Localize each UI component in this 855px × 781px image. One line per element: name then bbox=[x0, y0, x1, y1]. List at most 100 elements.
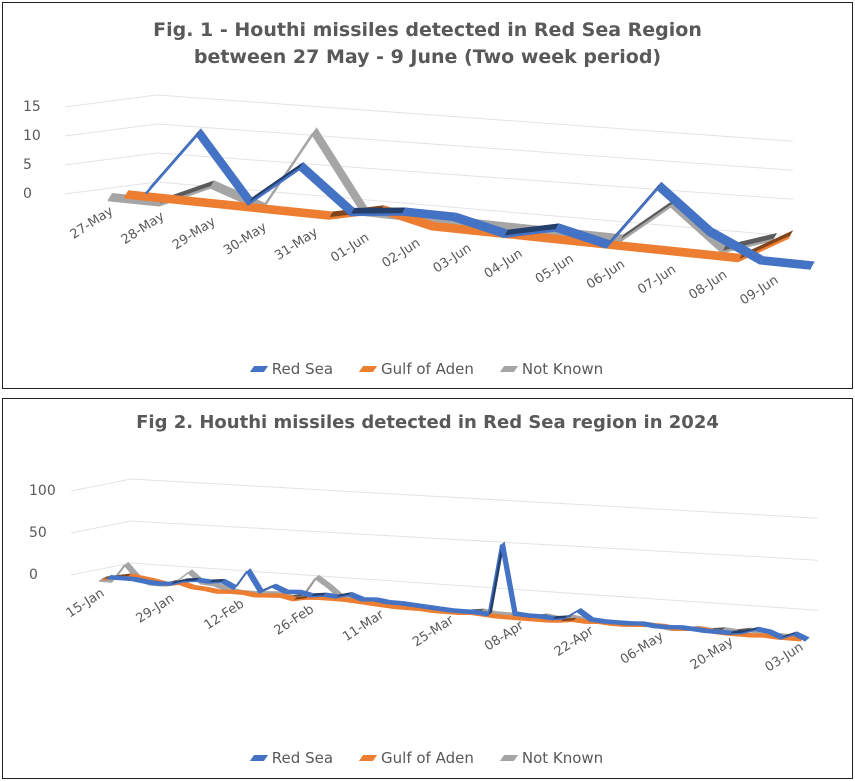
series-segment bbox=[708, 227, 764, 264]
legend-swatch bbox=[358, 366, 378, 372]
x-tick-label: 03-Jun bbox=[431, 241, 475, 277]
y-tick-label: 100 bbox=[29, 483, 56, 499]
chart-panel-fig2: Fig 2. Houthi missiles detected in Red S… bbox=[2, 398, 853, 779]
gridline bbox=[156, 123, 794, 171]
x-tick-label: 12-Feb bbox=[202, 597, 247, 634]
series-segment bbox=[533, 232, 589, 246]
chart-panel-fig1: Fig. 1 - Houthi missiles detected in Red… bbox=[2, 2, 853, 389]
x-tick-label: 06-May bbox=[618, 629, 667, 668]
chart-legend: Red Sea Gulf of Aden Not Known bbox=[3, 749, 852, 767]
series-segment bbox=[640, 621, 658, 628]
series-segment bbox=[360, 597, 378, 601]
chart-title: Fig. 1 - Houthi missiles detected in Red… bbox=[3, 17, 852, 71]
series-red-sea bbox=[106, 541, 810, 642]
legend-item: Red Sea bbox=[249, 360, 333, 378]
series-segment bbox=[312, 127, 368, 215]
series-segment bbox=[767, 629, 785, 639]
x-tick-label: 31-May bbox=[272, 225, 321, 264]
series-segment bbox=[297, 589, 315, 597]
series-segment bbox=[503, 223, 560, 237]
legend-item: Gulf of Aden bbox=[358, 360, 474, 378]
legend-label: Red Sea bbox=[271, 749, 334, 767]
gridline-side bbox=[64, 152, 158, 166]
series-segment bbox=[665, 624, 683, 629]
series-segment bbox=[284, 589, 302, 594]
series-segment bbox=[242, 590, 259, 597]
y-tick-label: 0 bbox=[23, 186, 32, 202]
y-tick-label: 0 bbox=[29, 567, 38, 583]
series-line bbox=[124, 196, 790, 263]
legend-swatch bbox=[499, 366, 518, 372]
legend-swatch bbox=[358, 755, 378, 761]
series-segment bbox=[452, 212, 508, 237]
legend-label: Not Known bbox=[521, 360, 604, 378]
chart-legend: Red Sea Gulf of Aden Not Known bbox=[3, 360, 852, 378]
series-segment bbox=[271, 583, 289, 594]
series-segment bbox=[759, 256, 815, 269]
series-segment bbox=[315, 574, 332, 588]
x-tick-label: 03-Jun bbox=[763, 640, 807, 676]
legend-item: Not Known bbox=[499, 749, 604, 767]
legend-swatch bbox=[249, 755, 268, 761]
x-tick-label: 11-Mar bbox=[340, 607, 387, 645]
gridline bbox=[130, 478, 819, 519]
series-segment bbox=[213, 582, 231, 591]
series-segment bbox=[280, 593, 297, 601]
y-tick-label: 5 bbox=[23, 157, 32, 173]
series-segment bbox=[226, 200, 282, 214]
gridlines bbox=[70, 478, 819, 611]
series-segment bbox=[221, 578, 238, 590]
series-segment bbox=[373, 597, 391, 604]
x-tick-label: 29-May bbox=[170, 214, 219, 253]
chart-title-line1: Fig. 1 - Houthi missiles detected in Red… bbox=[153, 19, 702, 41]
series-segment bbox=[277, 206, 333, 219]
x-tick-label: 02-Jun bbox=[379, 236, 423, 272]
x-tick-label: 06-Jun bbox=[584, 257, 628, 293]
series-segment bbox=[576, 608, 594, 621]
series-segment bbox=[132, 577, 149, 584]
x-tick-label: 26-Feb bbox=[272, 602, 317, 639]
gridline bbox=[130, 562, 819, 611]
gridline-side bbox=[64, 181, 158, 195]
x-tick-label: 09-Jun bbox=[738, 273, 782, 309]
series-segment bbox=[299, 162, 355, 215]
x-tick-label: 15-Jan bbox=[64, 586, 107, 621]
x-tick-label: 01-Jun bbox=[328, 230, 372, 266]
x-tick-label: 05-Jun bbox=[533, 252, 577, 288]
series-segment bbox=[487, 541, 505, 616]
legend-label: Not Known bbox=[521, 749, 604, 767]
chart-plot-area: 0 5 10 15 27-May 28-May 29-May 30-May 31-May 01-J… bbox=[23, 94, 815, 309]
series-segment bbox=[686, 248, 743, 261]
series-segment bbox=[348, 592, 365, 601]
x-tick-label: 28-May bbox=[119, 209, 168, 248]
gridline bbox=[156, 152, 794, 200]
legend-item: Red Sea bbox=[249, 749, 334, 767]
x-tick-label: 27-May bbox=[68, 204, 117, 243]
gridline-side bbox=[70, 562, 132, 576]
series-segment bbox=[254, 593, 272, 597]
chart-title-line2: between 27 May - 9 June (Two week period… bbox=[193, 46, 662, 68]
x-tick-label: 25-Mar bbox=[410, 612, 457, 650]
y-tick-label: 10 bbox=[23, 128, 41, 144]
series-segment bbox=[431, 222, 487, 235]
series-segment bbox=[292, 595, 310, 601]
series-segment bbox=[267, 593, 285, 598]
x-tick-label: 04-Jun bbox=[482, 246, 526, 282]
gridline bbox=[156, 94, 794, 142]
y-tick-label: 15 bbox=[23, 99, 41, 115]
series-segment bbox=[196, 128, 253, 205]
series-line bbox=[106, 544, 807, 642]
series-segment bbox=[500, 541, 518, 616]
series-segment bbox=[792, 631, 810, 641]
gridline-side bbox=[64, 94, 158, 108]
x-tick-label: 07-Jun bbox=[635, 262, 679, 298]
legend-swatch bbox=[499, 755, 518, 761]
chart-title: Fig 2. Houthi missiles detected in Red S… bbox=[136, 412, 719, 433]
series-red-sea bbox=[144, 128, 815, 270]
series-segment bbox=[124, 190, 180, 203]
series-segment bbox=[635, 243, 691, 256]
series-segment bbox=[627, 621, 645, 625]
series-segment bbox=[754, 626, 772, 633]
series-segment bbox=[350, 207, 406, 215]
series-segment bbox=[175, 195, 231, 208]
